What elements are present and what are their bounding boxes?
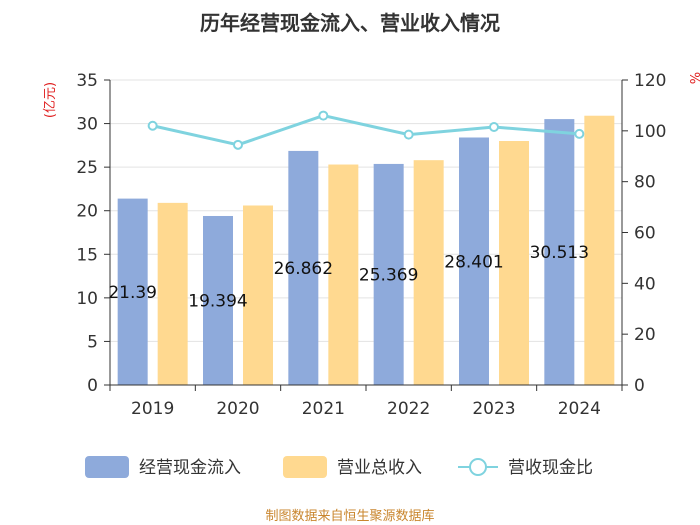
bar-cash-inflow [373, 163, 404, 385]
bar-data-label: 28.401 [444, 252, 503, 272]
x-tick-label: 2024 [558, 399, 601, 419]
ratio-point [233, 139, 243, 150]
bar-cash-inflow [203, 215, 233, 385]
right-axis-unit: % [686, 72, 700, 84]
right-tick-label: 80 [634, 173, 656, 193]
legend-label: 营业总收入 [337, 458, 422, 478]
bar-cash-inflow [117, 198, 148, 385]
x-tick-label: 2020 [216, 399, 259, 419]
bar-revenue [328, 164, 359, 385]
x-tick-label: 2023 [472, 399, 515, 419]
x-tick-label: 2019 [131, 399, 174, 419]
ratio-point [403, 129, 414, 140]
bar-revenue [157, 202, 188, 385]
bar-data-label: 19.394 [188, 291, 247, 311]
ratio-line-path [152, 114, 580, 147]
bar-cash-inflow [544, 119, 575, 385]
bars [117, 115, 615, 385]
ratio-point [574, 128, 585, 139]
legend: 经营现金流入 营业总收入 营收现金比 [85, 456, 593, 478]
chart-title: 历年经营现金流入、营业收入情况 [200, 11, 500, 35]
x-tick-label: 2021 [302, 399, 345, 419]
legend-swatch [283, 456, 327, 478]
bar-data-labels: 21.39 19.394 26.862 25.369 28.401 30.513 [108, 243, 589, 311]
ratio-point [147, 120, 158, 131]
right-tick-label: 20 [634, 325, 656, 345]
gridlines [110, 79, 622, 342]
bar-revenue [499, 141, 529, 385]
bar-cash-inflow [288, 150, 319, 385]
left-tick-label: 0 [87, 376, 98, 396]
left-tick-label: 5 [87, 332, 98, 352]
left-tick-label: 25 [76, 158, 98, 178]
axes: 0 5 10 15 20 25 30 35 0 20 40 60 80 100 120 2019 2020 202… [76, 71, 666, 419]
bar-data-label: 21.39 [108, 283, 157, 303]
right-tick-label: 0 [634, 376, 645, 396]
bar-revenue [413, 160, 444, 385]
left-tick-label: 35 [76, 71, 98, 91]
data-source-note: 制图数据来自恒生聚源数据库 [265, 508, 434, 524]
left-tick-label: 30 [76, 115, 98, 135]
right-tick-label: 60 [634, 224, 656, 244]
x-tick-label: 2022 [387, 399, 430, 419]
legend-label: 经营现金流入 [139, 458, 241, 478]
legend-marker [469, 458, 487, 476]
left-axis-unit: (亿元) [43, 82, 58, 118]
right-tick-label: 100 [634, 122, 666, 142]
ratio-point [318, 110, 329, 121]
right-tick-label: 40 [634, 274, 656, 294]
ratio-line [147, 110, 585, 150]
legend-label: 营收现金比 [508, 458, 593, 478]
bar-revenue [584, 115, 615, 385]
left-tick-label: 15 [76, 245, 98, 265]
ratio-point [489, 122, 499, 133]
right-tick-label: 120 [634, 71, 666, 91]
left-tick-label: 20 [76, 202, 98, 222]
bar-data-label: 30.513 [530, 243, 589, 263]
legend-swatch [85, 456, 129, 478]
bar-cash-inflow [459, 137, 489, 385]
bar-revenue [243, 205, 273, 385]
bar-data-label: 26.862 [274, 259, 333, 279]
left-tick-label: 10 [76, 289, 98, 309]
bar-data-label: 25.369 [359, 265, 418, 285]
